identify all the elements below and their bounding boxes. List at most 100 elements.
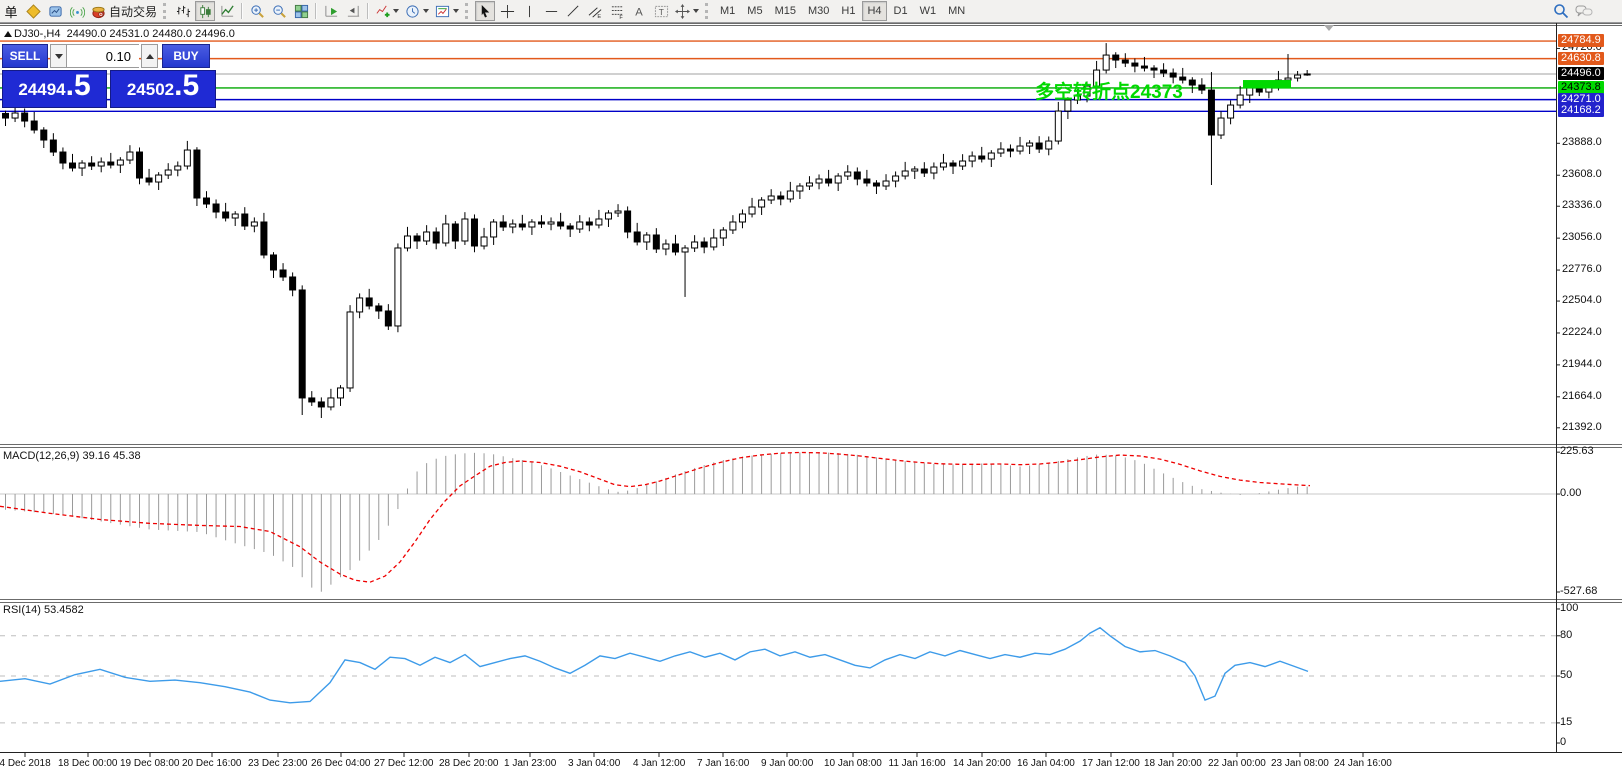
bar-chart-icon — [176, 4, 191, 19]
price-level-label: 24168.2 — [1558, 104, 1604, 118]
tf-w1-button[interactable]: W1 — [915, 1, 942, 21]
channel-icon: E — [588, 4, 603, 19]
tf-h1-button[interactable]: H1 — [836, 1, 860, 21]
price-axis-label: 15 — [1560, 715, 1573, 728]
tf-m30-button[interactable]: M30 — [803, 1, 834, 21]
autotrading-icon — [91, 4, 106, 19]
auto-scroll-icon — [324, 4, 339, 19]
volume-input[interactable] — [67, 44, 139, 68]
price-axis-label: 225.63 — [1560, 445, 1594, 458]
text-label-icon: T — [654, 4, 669, 19]
panel-collapse-icon[interactable] — [1324, 25, 1334, 31]
tf-m1-button[interactable]: M1 — [715, 1, 740, 21]
time-axis-label: 1 Jan 23:00 — [504, 758, 557, 769]
buy-price-main: 24502 — [126, 80, 175, 99]
time-axis-label: 20 Dec 16:00 — [182, 758, 242, 769]
dropdown-caret-icon[interactable] — [453, 9, 460, 13]
trend-line-button[interactable] — [563, 1, 583, 21]
tf-mn-button[interactable]: MN — [943, 1, 970, 21]
price-axis-label: 23336.0 — [1562, 199, 1602, 212]
time-axis-label: 16 Jan 04:00 — [1017, 758, 1075, 769]
new-order-button[interactable]: 单 — [1, 1, 21, 21]
buy-button[interactable]: BUY — [162, 44, 210, 68]
price-axis-label: 0.00 — [1560, 487, 1582, 500]
price-level-label: 24373.8 — [1558, 80, 1604, 94]
time-axis-label: 11 Jan 16:00 — [888, 758, 946, 769]
signals-button[interactable] — [67, 1, 87, 21]
tf-d1-button[interactable]: D1 — [889, 1, 913, 21]
zoom-out-button[interactable] — [269, 1, 289, 21]
price-axis-label: 21664.0 — [1562, 389, 1602, 402]
autotrading-button-label: 自动交易 — [109, 4, 158, 19]
vertical-line-icon — [522, 4, 537, 19]
tf-m15-button[interactable]: M15 — [770, 1, 801, 21]
tf-m5-button[interactable]: M5 — [742, 1, 767, 21]
candlestick-button[interactable] — [195, 1, 216, 21]
tf-m5-button-label: M5 — [747, 5, 763, 17]
templates-button[interactable] — [433, 1, 461, 21]
channel-button[interactable]: E — [585, 1, 605, 21]
tf-m1-button-label: M1 — [720, 5, 736, 17]
price-axis-label: 50 — [1560, 668, 1573, 681]
crosshair-button[interactable] — [497, 1, 517, 21]
sell-button[interactable]: SELL — [2, 44, 48, 68]
strategy-tester-button[interactable] — [45, 1, 65, 21]
tf-h4-button-label: H4 — [867, 5, 882, 17]
fibonacci-button[interactable]: F — [607, 1, 627, 21]
price-axis-label: 100 — [1560, 601, 1579, 614]
time-axis-label: 18 Jan 20:00 — [1144, 758, 1202, 769]
zoom-in-button[interactable] — [247, 1, 267, 21]
volume-increase-button[interactable] — [141, 44, 158, 68]
price-level-label: 24784.9 — [1558, 34, 1604, 48]
trend-line-icon — [566, 4, 581, 19]
arrows-button[interactable] — [673, 1, 701, 21]
svg-text:T: T — [658, 6, 663, 16]
dropdown-caret-icon[interactable] — [693, 9, 700, 13]
time-axis-label: 4 Dec 2018 — [0, 758, 51, 769]
tf-h4-button[interactable]: H4 — [862, 1, 887, 21]
candlestick-icon — [198, 4, 213, 19]
dropdown-caret-icon[interactable] — [423, 9, 430, 13]
toolbar-separator — [367, 3, 370, 19]
periods-button[interactable] — [403, 1, 431, 21]
buy-price-button[interactable]: 24502 .5 — [110, 70, 216, 108]
price-level-label: 24496.0 — [1558, 66, 1604, 80]
time-axis-label: 3 Jan 04:00 — [568, 758, 621, 769]
text-button[interactable]: A — [629, 1, 649, 21]
sell-price-main: 24494 — [18, 80, 66, 99]
toolbar-right-group — [1550, 1, 1596, 21]
cursor-button[interactable] — [475, 1, 496, 21]
crosshair-icon — [500, 4, 515, 19]
bar-chart-button[interactable] — [173, 1, 193, 21]
sell-price-pips: .5 — [65, 69, 91, 102]
time-axis-label: 10 Jan 08:00 — [824, 758, 882, 769]
vertical-line-button[interactable] — [519, 1, 539, 21]
price-axis-label: 0 — [1560, 736, 1567, 749]
tile-windows-button[interactable] — [291, 1, 311, 21]
price-axis-label: 23608.0 — [1562, 168, 1602, 181]
autotrading-button[interactable]: 自动交易 — [89, 1, 159, 21]
spinner-up-icon — [145, 53, 154, 59]
toolbar: 单 自动交易 E F A T M1 M5 M15 M30 H1 H4 D1 W1 MN — [0, 0, 1622, 23]
indicators-button[interactable] — [373, 1, 401, 21]
search-button[interactable] — [1551, 1, 1571, 21]
templates-icon — [435, 4, 450, 19]
text-label-button[interactable]: T — [651, 1, 671, 21]
time-axis-label: 27 Dec 12:00 — [374, 758, 434, 769]
volume-decrease-button[interactable] — [50, 44, 67, 68]
metaeditor-button[interactable] — [23, 1, 43, 21]
chart-shift-button[interactable] — [343, 1, 363, 21]
toolbar-separator — [315, 3, 318, 19]
time-axis-label: 19 Dec 08:00 — [120, 758, 180, 769]
toolbar-drag-handle — [705, 3, 711, 19]
chat-button[interactable] — [1573, 1, 1595, 21]
time-axis-label: 22 Jan 00:00 — [1208, 758, 1266, 769]
price-level-label: 24630.8 — [1558, 51, 1604, 65]
horizontal-line-button[interactable] — [541, 1, 561, 21]
line-chart-button[interactable] — [217, 1, 237, 21]
dropdown-caret-icon[interactable] — [393, 9, 400, 13]
auto-scroll-button[interactable] — [321, 1, 341, 21]
sell-price-button[interactable]: 24494 .5 — [2, 70, 107, 108]
expand-panel-icon[interactable] — [4, 31, 12, 37]
